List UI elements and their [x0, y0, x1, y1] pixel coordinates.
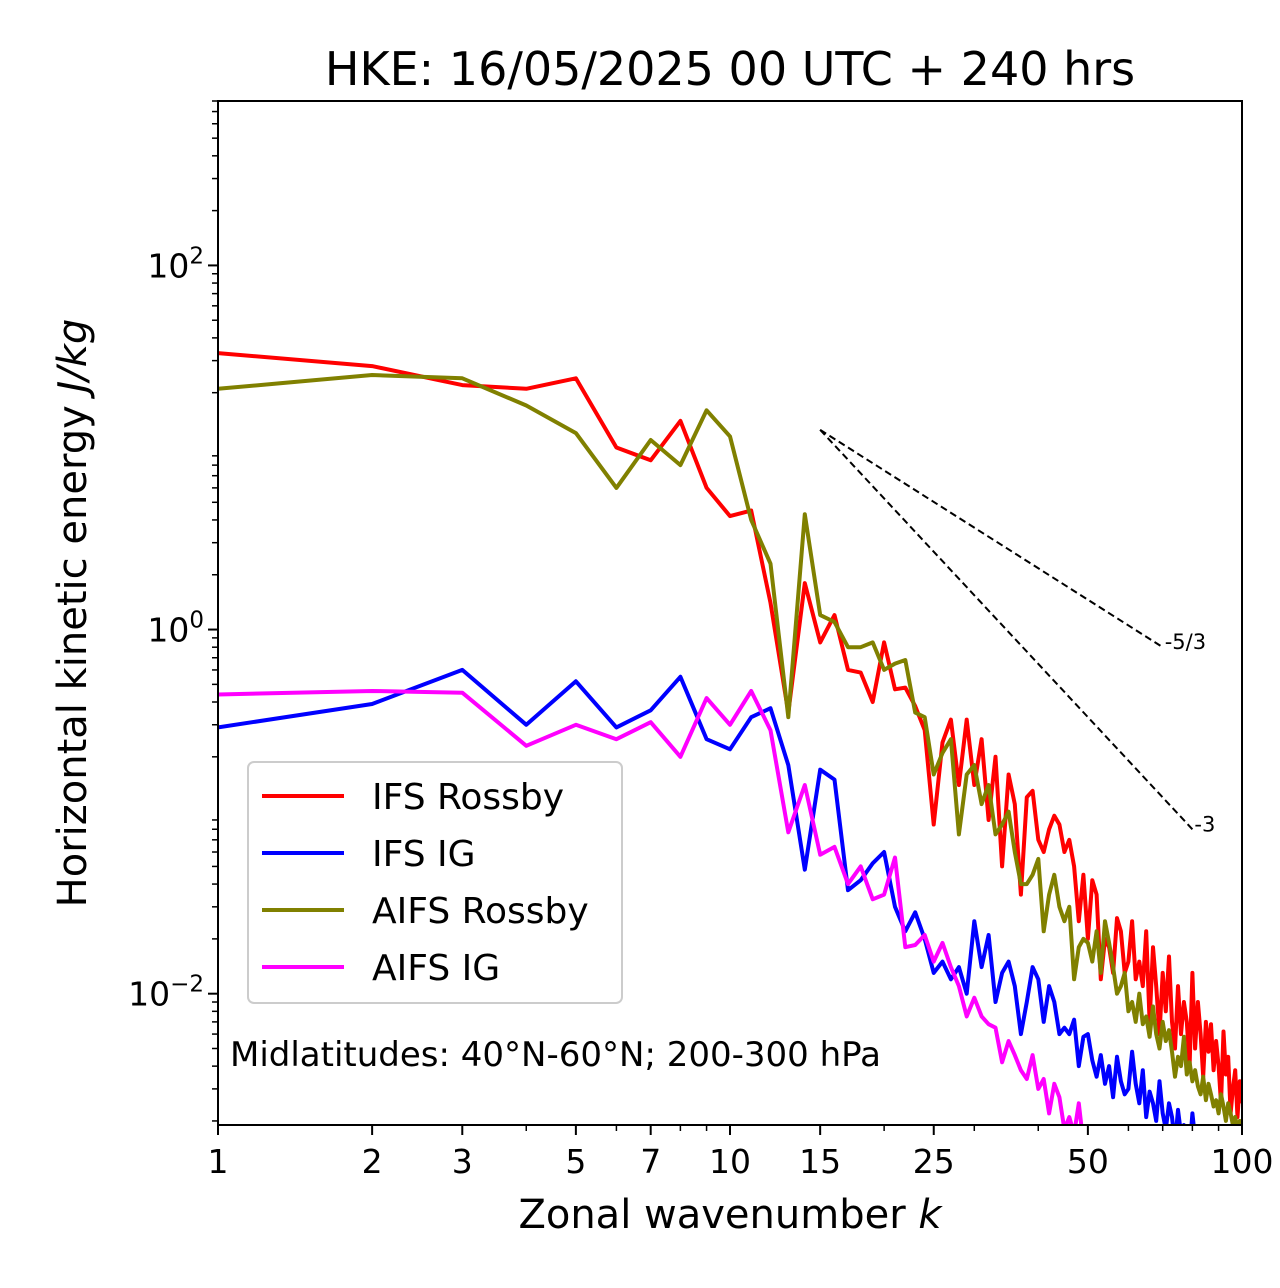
legend-label-1: IFS IG: [372, 834, 476, 875]
y-axis-label-text: Horizontal kinetic energy: [50, 405, 96, 907]
region-annotation: Midlatitudes: 40°N-60°N; 200-300 hPa: [230, 1035, 881, 1075]
legend-label-3: AIFS IG: [372, 948, 500, 989]
x-tick-label: 10: [709, 1142, 751, 1181]
legend-label-0: IFS Rossby: [372, 777, 564, 818]
x-tick-label: 5: [565, 1142, 586, 1181]
y-tick-label: 10−2: [128, 972, 204, 1014]
x-axis-label-text: Zonal wavenumber: [518, 1192, 906, 1238]
legend-label-2: AIFS Rossby: [372, 891, 589, 932]
y-axis-label-unit: J/kg: [50, 319, 96, 400]
y-tick-label: 100: [147, 608, 204, 650]
y-tick-label: 102: [147, 243, 204, 285]
x-tick-label: 100: [1211, 1142, 1274, 1181]
reference-slope-line-1: [819, 429, 1194, 830]
x-axis-label-var: k: [918, 1192, 943, 1238]
x-tick-label: 3: [452, 1142, 473, 1181]
series-line-1: [218, 667, 1196, 1125]
legend-items: IFS Rossby IFS IG AIFS Rossby AIFS IG: [262, 777, 589, 989]
legend-box: [247, 761, 623, 1004]
x-tick-label: 50: [1067, 1142, 1109, 1181]
x-axis: 1 2 3 5 7 10 15 25 50 100: [208, 1125, 1274, 1181]
reference-slope-label-0: -5/3: [1165, 630, 1206, 654]
x-tick-label: 15: [799, 1142, 841, 1181]
y-axis: 102 100 10−2: [128, 100, 218, 1122]
reference-slopes: -5/3 -3: [819, 428, 1215, 836]
series-line-0: [218, 351, 1242, 1120]
x-tick-label: 2: [362, 1142, 383, 1181]
x-tick-label: 7: [640, 1142, 661, 1181]
chart-title: HKE: 16/05/2025 00 UTC + 240 hrs: [325, 42, 1135, 96]
series-line-2: [218, 373, 1242, 1125]
x-tick-label: 25: [913, 1142, 955, 1181]
series-layer: [218, 351, 1242, 1125]
reference-slope-label-1: -3: [1194, 812, 1215, 836]
legend: IFS Rossby IFS IG AIFS Rossby AIFS IG: [247, 761, 623, 1004]
reference-slope-line-0: [819, 428, 1164, 649]
x-axis-label: Zonal wavenumber k: [518, 1192, 943, 1238]
x-tick-label: 1: [208, 1142, 229, 1181]
series-line-3: [218, 689, 1084, 1125]
y-axis-label: Horizontal kinetic energy J/kg: [50, 319, 96, 908]
